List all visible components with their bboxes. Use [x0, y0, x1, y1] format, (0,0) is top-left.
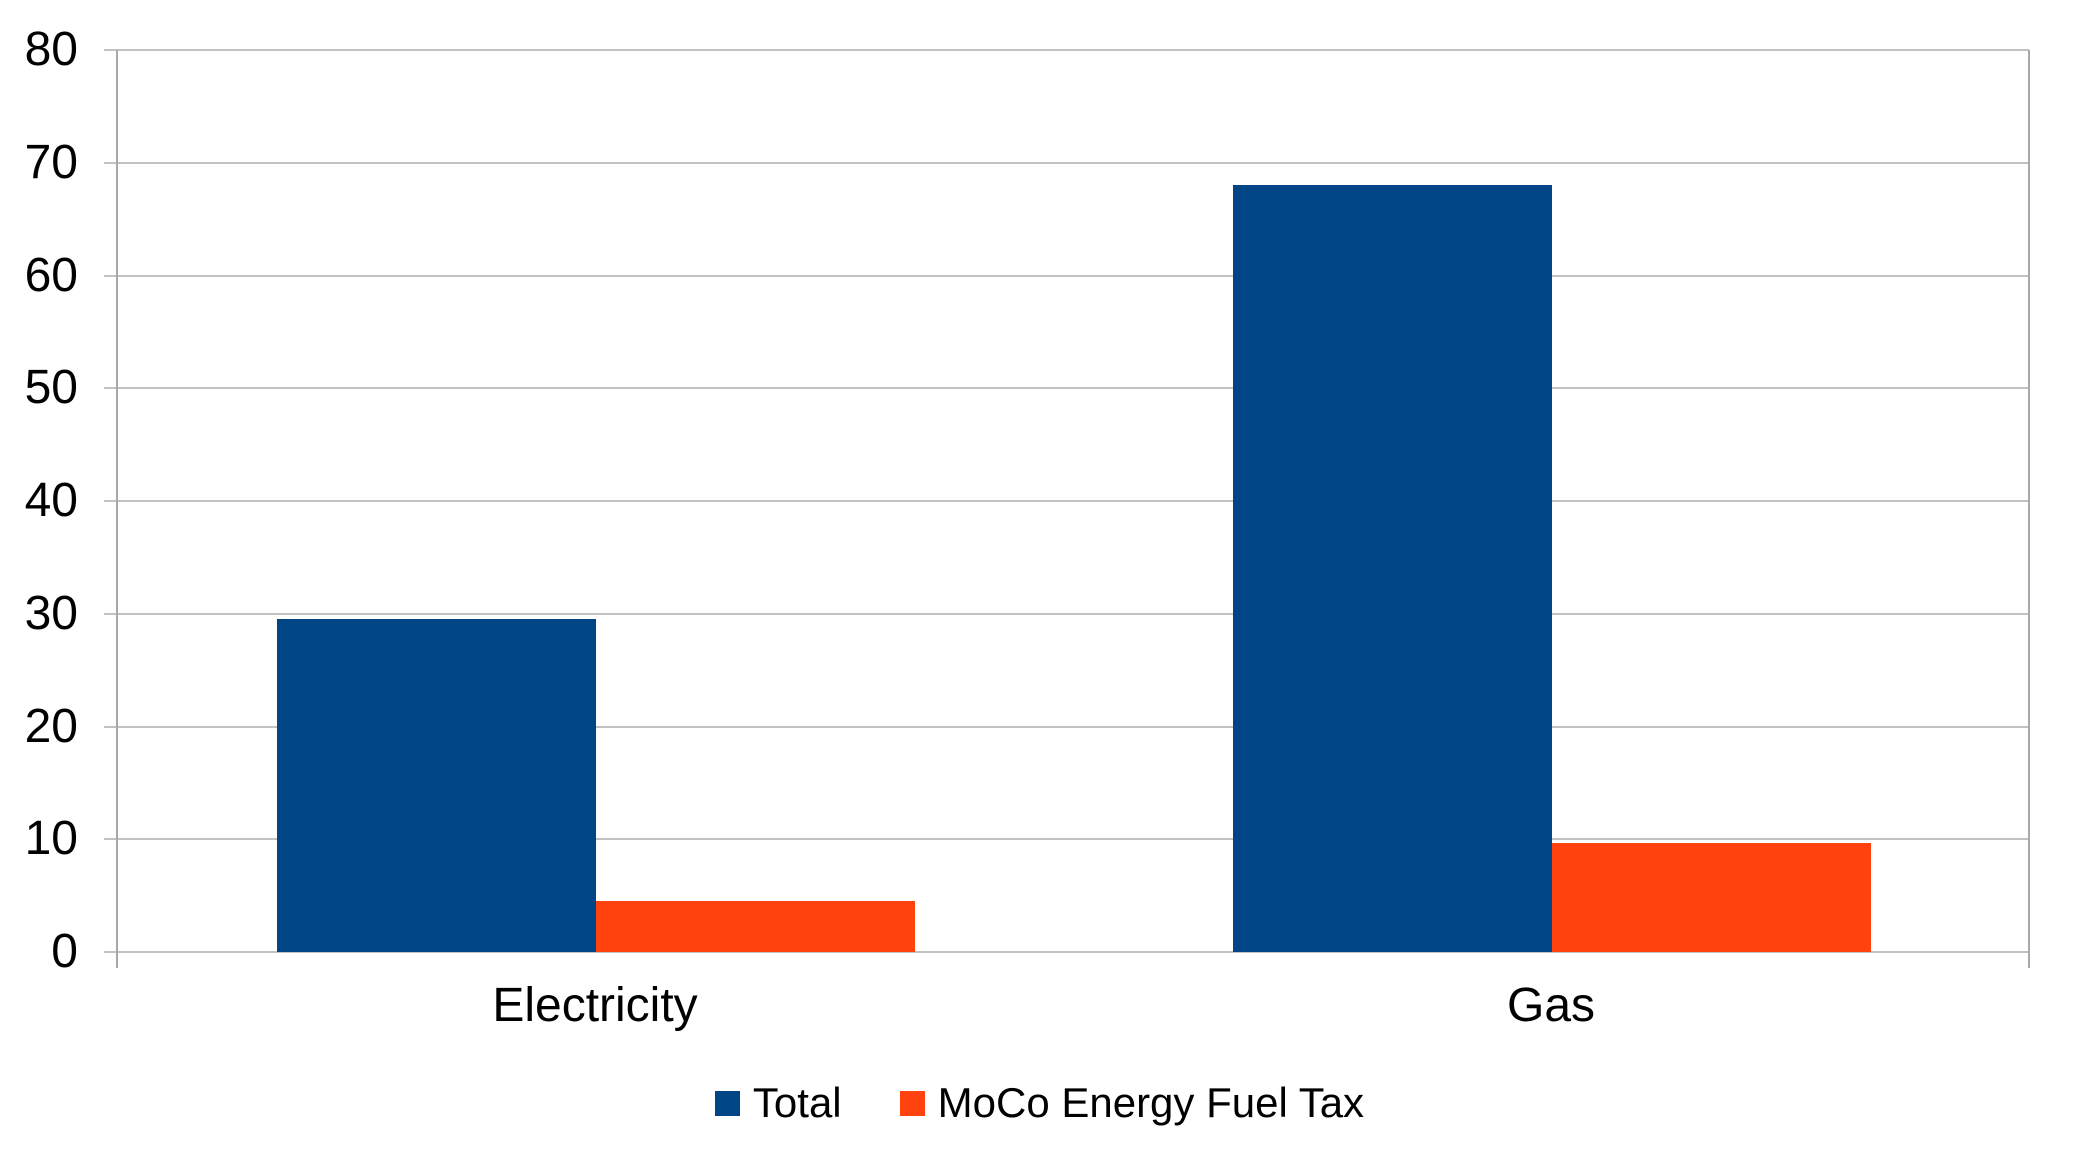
gridline-y-70 [104, 161, 2029, 164]
legend-label-moco-energy-fuel-tax: MoCo Energy Fuel Tax [937, 1079, 1365, 1126]
legend-item-moco-energy-fuel-tax: MoCo Energy Fuel Tax [899, 1078, 1365, 1128]
legend-swatch-moco-energy-fuel-tax-icon [899, 1090, 925, 1116]
y-axis-tick-label: 40 [24, 474, 78, 527]
bar-electricity-moco-energy-fuel-tax [596, 901, 915, 952]
bar-electricity-total [277, 619, 596, 952]
gridline-y-40 [104, 500, 2029, 502]
gridline-y-50 [104, 387, 2029, 390]
y-axis-tick-label: 50 [24, 361, 78, 415]
x-axis-category-label: Gas [1506, 979, 1596, 1032]
gridline-y-0 [104, 951, 2029, 953]
bar-gas-moco-energy-fuel-tax [1552, 842, 1871, 952]
y-axis-tick-label: 20 [24, 699, 78, 753]
gridline-y-30 [104, 612, 2029, 615]
legend: Total MoCo Energy Fuel Tax [0, 1078, 2079, 1128]
plot-right-border [2028, 50, 2030, 968]
gridline-y-20 [104, 725, 2029, 728]
y-axis-tick-label: 70 [24, 135, 78, 189]
legend-item-total: Total [714, 1078, 842, 1128]
y-axis-tick-label: 30 [24, 586, 78, 640]
y-axis-tick-label: 80 [24, 23, 78, 76]
bar-gas-total [1233, 185, 1552, 952]
legend-swatch-total-icon [714, 1090, 740, 1116]
gridline-y-60 [104, 274, 2029, 277]
x-axis-category-label: Electricity [492, 979, 698, 1032]
legend-label-total: Total [752, 1079, 842, 1126]
y-axis-line [116, 50, 118, 968]
y-axis-tick-label: 60 [24, 248, 78, 302]
gridline-y-80 [104, 49, 2029, 51]
gridline-y-10 [104, 838, 2029, 841]
y-axis-tick-label: 0 [51, 925, 78, 978]
y-axis-tick-label: 10 [24, 812, 78, 866]
